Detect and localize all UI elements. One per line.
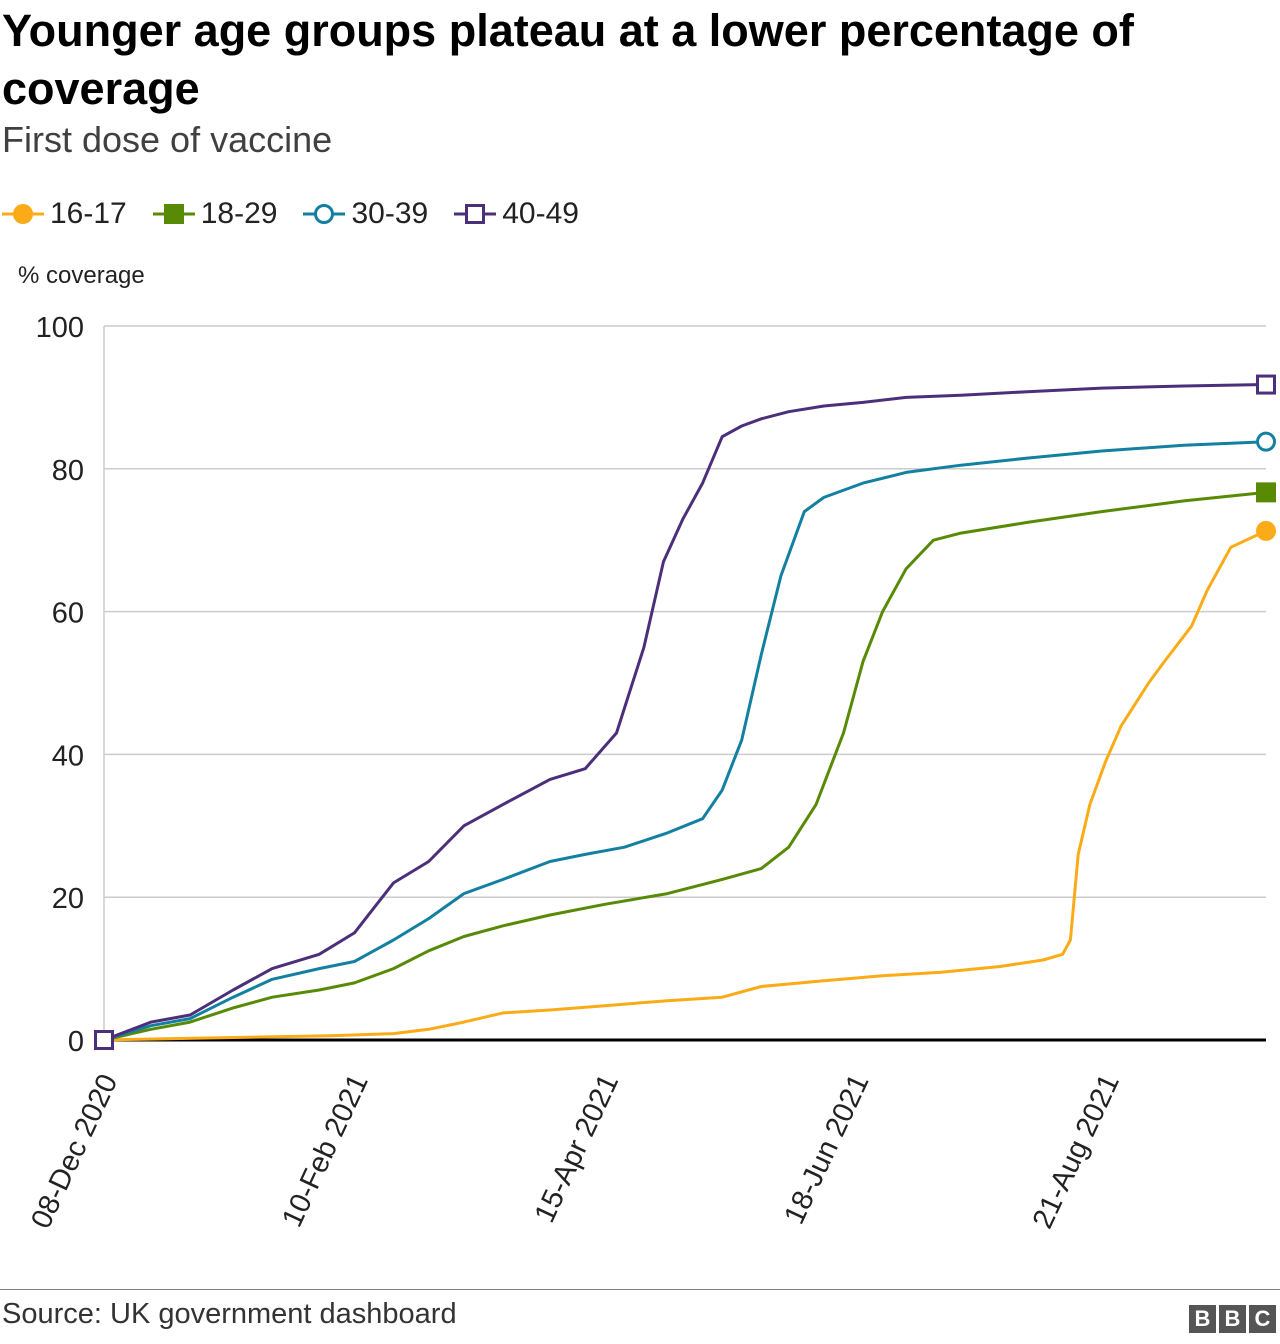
x-tick-label: 15-Apr 2021 [529, 1069, 625, 1227]
series-line [102, 529, 1268, 1042]
x-tick-label: 08-Dec 2020 [25, 1069, 124, 1233]
legend-marker [465, 204, 486, 224]
legend-marker [13, 204, 33, 224]
y-axis-label: % coverage [18, 262, 145, 289]
x-tick-label: 10-Feb 2021 [276, 1069, 375, 1232]
legend-label: 30-39 [351, 197, 429, 230]
chart-subtitle: First dose of vaccine [2, 119, 333, 160]
legend-swatch [2, 204, 44, 224]
y-tick-label: 40 [52, 740, 84, 772]
series-line [102, 383, 1268, 1042]
legend-label: 16-17 [50, 197, 127, 230]
chart-legend: 16-17 18-29 30-39 40-49 [0, 192, 603, 236]
series-end-marker [1256, 374, 1276, 395]
series-end-marker [1256, 520, 1276, 541]
legend-item: 18-29 [151, 197, 278, 231]
legend-swatch [454, 204, 497, 224]
series-end-marker [1256, 431, 1276, 452]
line-chart: 0 20 40 60 80 100 08-Dec 2020 10-Feb 2021 15-Apr… [25, 312, 1276, 1233]
y-tick-label: 0 [68, 1026, 84, 1058]
y-tick-label: 100 [36, 312, 84, 344]
legend-item: 30-39 [301, 197, 428, 231]
legend-marker [314, 204, 335, 224]
bbc-logo-letter: B [1219, 1305, 1246, 1333]
legend-swatch [152, 204, 195, 224]
legend-marker [163, 204, 184, 224]
x-tick-label: 21-Aug 2021 [1027, 1069, 1126, 1233]
series-line [102, 440, 1268, 1042]
bbc-logo: B B C [1189, 1305, 1276, 1333]
y-tick-label: 20 [52, 883, 84, 915]
series-start-marker [94, 1030, 114, 1050]
legend-item: 16-17 [0, 197, 127, 231]
y-tick-label: 60 [52, 598, 84, 630]
legend-label: 18-29 [200, 197, 278, 230]
bbc-logo-letter: B [1189, 1305, 1216, 1333]
chart-title: Younger age groups plateau at a lower pe… [2, 5, 1134, 114]
series-line [102, 490, 1268, 1042]
footer-divider [0, 1289, 1280, 1290]
legend-label: 40-49 [502, 197, 579, 230]
bbc-logo-letter: C [1249, 1305, 1276, 1333]
series-end-marker [1256, 482, 1276, 503]
y-tick-label: 80 [52, 455, 84, 487]
legend-swatch [303, 204, 346, 224]
x-tick-label: 18-Jun 2021 [778, 1069, 875, 1229]
legend-item: 40-49 [452, 197, 579, 231]
source-note: Source: UK government dashboard [2, 1298, 457, 1330]
